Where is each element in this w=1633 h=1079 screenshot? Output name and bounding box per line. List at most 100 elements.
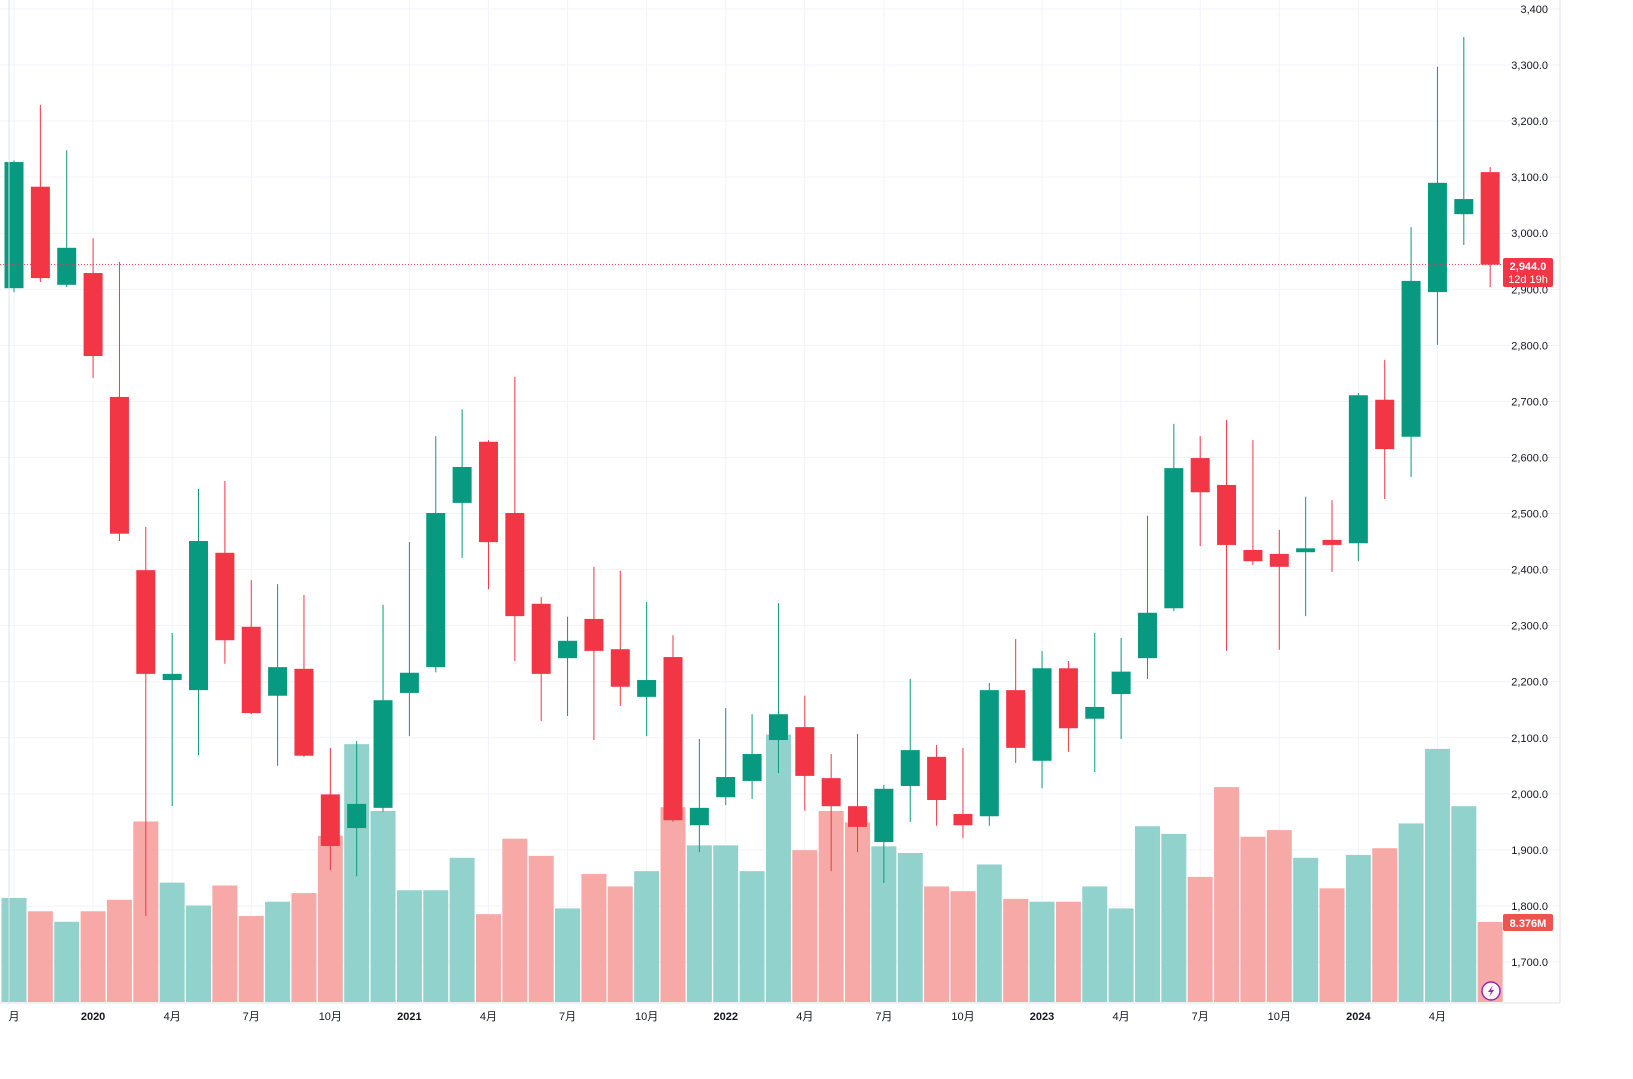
volume-bar bbox=[238, 916, 264, 1002]
candle[interactable] bbox=[848, 733, 868, 853]
volume-bar bbox=[475, 914, 501, 1002]
candle[interactable] bbox=[716, 708, 736, 806]
candle[interactable] bbox=[610, 570, 630, 706]
candle[interactable] bbox=[1111, 637, 1131, 739]
candle[interactable] bbox=[373, 604, 393, 812]
volume-bar bbox=[607, 886, 633, 1002]
candle-body bbox=[1296, 548, 1316, 553]
candle[interactable] bbox=[399, 542, 419, 737]
candle[interactable] bbox=[1454, 37, 1474, 246]
candle[interactable] bbox=[1085, 632, 1105, 772]
candle[interactable] bbox=[1190, 436, 1210, 547]
candle[interactable] bbox=[505, 376, 525, 661]
volume-bar bbox=[396, 890, 422, 1002]
volume-bar bbox=[80, 911, 106, 1002]
candle[interactable] bbox=[1243, 440, 1263, 566]
candle[interactable] bbox=[742, 714, 762, 799]
price-tick-label: 1,800.0 bbox=[1511, 901, 1548, 913]
candle[interactable] bbox=[215, 481, 235, 664]
candle[interactable] bbox=[4, 160, 24, 293]
candle-body bbox=[1427, 182, 1447, 293]
candle[interactable] bbox=[1137, 515, 1157, 679]
candle[interactable] bbox=[874, 784, 894, 883]
candle[interactable] bbox=[584, 566, 604, 741]
volume-bar bbox=[54, 921, 80, 1002]
candle[interactable] bbox=[1032, 650, 1052, 789]
candle[interactable] bbox=[821, 754, 841, 872]
volume-bar bbox=[1187, 876, 1213, 1002]
candle-body bbox=[1006, 690, 1026, 748]
candle[interactable] bbox=[927, 745, 947, 826]
candle[interactable] bbox=[109, 261, 129, 542]
candle-body bbox=[874, 788, 894, 843]
candle[interactable] bbox=[900, 678, 920, 822]
candle[interactable] bbox=[1164, 423, 1184, 612]
candle[interactable] bbox=[953, 747, 973, 839]
volume-bar bbox=[1372, 848, 1398, 1002]
candle-body bbox=[1137, 612, 1157, 659]
candle-body bbox=[505, 512, 525, 617]
last-price-badge: 2,944.0 12d 19h bbox=[1503, 258, 1553, 287]
last-volume-label: 8.376M bbox=[1510, 918, 1547, 930]
candle[interactable] bbox=[189, 488, 209, 756]
volume-bar bbox=[634, 871, 660, 1002]
time-tick-label: 2022 bbox=[713, 1011, 737, 1023]
candle-body bbox=[136, 570, 156, 674]
candle[interactable] bbox=[663, 635, 683, 822]
candle[interactable] bbox=[320, 747, 340, 871]
candle[interactable] bbox=[1006, 639, 1026, 764]
candle-body bbox=[848, 806, 868, 827]
candle[interactable] bbox=[1217, 419, 1237, 651]
candle-body bbox=[979, 690, 999, 817]
candle-body bbox=[1085, 706, 1105, 719]
candle[interactable] bbox=[268, 584, 288, 766]
volume-bar bbox=[502, 838, 528, 1002]
lightning-icon[interactable] bbox=[1481, 981, 1501, 1001]
candle[interactable] bbox=[478, 440, 498, 590]
candle[interactable] bbox=[1322, 500, 1342, 572]
candle[interactable] bbox=[768, 603, 788, 774]
volume-bar bbox=[713, 845, 739, 1002]
candle[interactable] bbox=[347, 741, 367, 877]
time-tick-label: 4月 bbox=[164, 1011, 181, 1023]
candle[interactable] bbox=[162, 632, 182, 807]
volume-bar bbox=[1, 897, 27, 1002]
candle[interactable] bbox=[689, 738, 709, 853]
candle-body bbox=[399, 672, 419, 693]
candle[interactable] bbox=[1348, 393, 1368, 562]
time-tick-label: 2024 bbox=[1346, 1011, 1371, 1023]
candle-body bbox=[426, 512, 446, 668]
candle[interactable] bbox=[1427, 66, 1447, 345]
candle[interactable] bbox=[426, 436, 446, 673]
candle-body bbox=[953, 814, 973, 826]
price-tick-label: 3,200.0 bbox=[1511, 116, 1548, 128]
candle[interactable] bbox=[83, 238, 103, 378]
volume-bar bbox=[897, 853, 923, 1002]
candle[interactable] bbox=[1296, 496, 1316, 617]
volume-bar bbox=[291, 893, 317, 1002]
candle[interactable] bbox=[294, 594, 314, 757]
price-tick-label: 3,000.0 bbox=[1511, 228, 1548, 240]
candle[interactable] bbox=[795, 695, 815, 811]
candle[interactable] bbox=[1058, 660, 1078, 752]
candle[interactable] bbox=[979, 682, 999, 826]
candle[interactable] bbox=[30, 104, 50, 283]
price-tick-label: 3,300.0 bbox=[1511, 60, 1548, 72]
candle[interactable] bbox=[558, 616, 578, 716]
candle[interactable] bbox=[1480, 167, 1500, 288]
candle-body bbox=[716, 777, 736, 798]
time-axis[interactable]: 月 2020 4月 7月 10月 2021 4月 7月 10月 2022 4月 7月 10月 2023 4月… bbox=[0, 1002, 1560, 1023]
candle[interactable] bbox=[531, 597, 551, 721]
candle[interactable] bbox=[136, 526, 156, 917]
price-axis[interactable]: 1,700.0 1,800.0 1,900.0 2,000.0 2,100.0 2,200… bbox=[8, 0, 1561, 1003]
candle[interactable] bbox=[452, 409, 472, 558]
candle[interactable] bbox=[1401, 227, 1421, 478]
candle[interactable] bbox=[637, 602, 657, 737]
candle[interactable] bbox=[1375, 359, 1395, 499]
candle-body bbox=[347, 803, 367, 829]
volume-bar bbox=[528, 855, 554, 1002]
candle[interactable] bbox=[1269, 529, 1289, 650]
candle[interactable] bbox=[241, 580, 261, 715]
